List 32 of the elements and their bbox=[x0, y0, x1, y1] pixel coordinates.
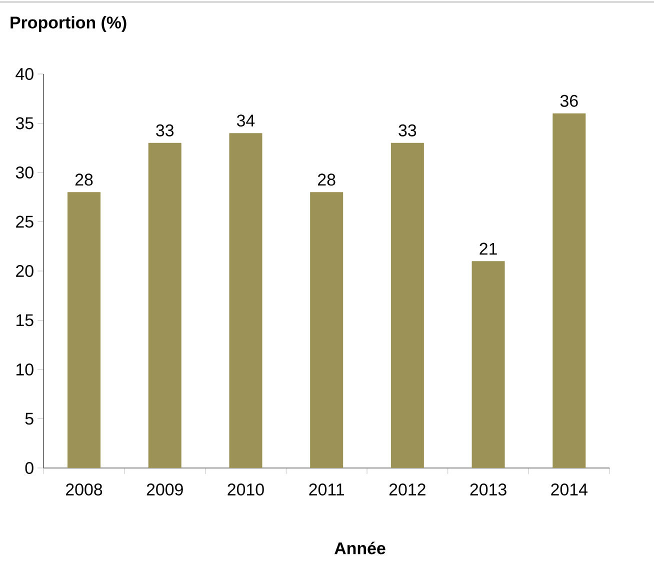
bar bbox=[229, 133, 262, 468]
bar bbox=[390, 142, 424, 468]
y-tick-label: 25 bbox=[16, 216, 34, 228]
y-tick-label: 10 bbox=[16, 363, 34, 376]
x-tick-label: 2010 bbox=[228, 484, 264, 496]
bar bbox=[552, 113, 586, 468]
x-tick-label: 2012 bbox=[389, 484, 426, 496]
bar bbox=[310, 192, 344, 468]
x-tick-label: 2013 bbox=[470, 484, 506, 496]
bar bbox=[148, 142, 182, 468]
bar bbox=[68, 192, 101, 468]
data-label: 34 bbox=[236, 114, 255, 127]
data-label: 28 bbox=[318, 174, 336, 186]
y-tick-label: 20 bbox=[16, 264, 34, 277]
y-tick-label: 0 bbox=[25, 462, 34, 474]
y-tick-label: 15 bbox=[16, 314, 34, 326]
data-label: 21 bbox=[480, 242, 497, 255]
y-tick-label: 5 bbox=[25, 412, 34, 425]
data-label: 36 bbox=[560, 94, 578, 107]
x-tick-label: 2014 bbox=[551, 484, 588, 496]
x-tick-label: 2009 bbox=[146, 484, 183, 496]
x-tick-label: 2011 bbox=[309, 484, 344, 496]
data-label: 28 bbox=[75, 174, 93, 186]
y-tick-label: 35 bbox=[16, 117, 34, 130]
data-label: 33 bbox=[398, 124, 416, 136]
x-axis-title: Année bbox=[334, 542, 386, 554]
bar bbox=[472, 261, 505, 468]
x-tick-label: 2008 bbox=[66, 484, 102, 496]
data-label: 33 bbox=[156, 124, 174, 136]
y-axis-title: Proportion (%) bbox=[10, 16, 126, 32]
y-tick-label: 40 bbox=[16, 68, 34, 80]
y-tick-label: 30 bbox=[16, 166, 34, 178]
